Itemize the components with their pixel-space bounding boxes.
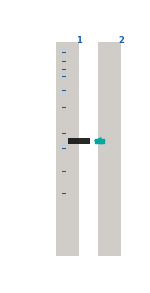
Bar bbox=[98, 42, 121, 256]
Text: 1: 1 bbox=[76, 36, 82, 45]
Text: 2: 2 bbox=[118, 36, 124, 45]
Bar bbox=[68, 138, 90, 144]
Bar bbox=[56, 42, 79, 256]
